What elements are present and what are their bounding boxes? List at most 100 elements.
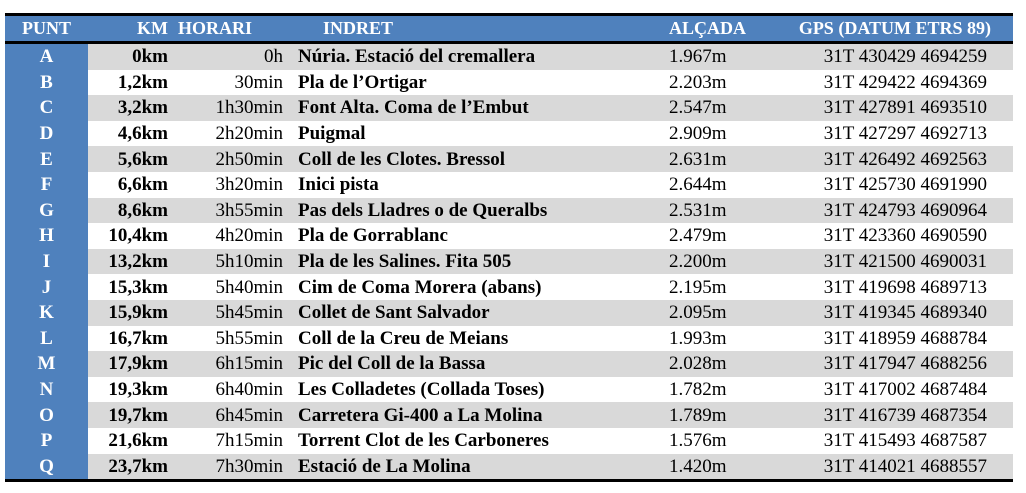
time: 30min xyxy=(234,71,283,93)
time: 5h55min xyxy=(215,327,283,349)
table-row: D 4,6km 2h20min Puigmal 2.909m 31T 427297 469… xyxy=(5,120,1013,147)
time: 2h20min xyxy=(215,123,283,145)
place-name: Les Colladetes (Collada Toses) xyxy=(298,379,545,401)
gps-coordinates: 31T 424793 4690964 xyxy=(763,197,1013,224)
gps-coordinates: 31T 423360 4690590 xyxy=(823,225,987,247)
point-letter: I xyxy=(5,248,88,275)
point-letter: O xyxy=(5,402,88,428)
distance: 23,7km xyxy=(88,453,172,481)
place-name: Carretera Gi-400 a La Molina xyxy=(289,402,661,428)
place-name: Font Alta. Coma de l’Embut xyxy=(289,95,661,121)
altitude: 1.967m xyxy=(661,42,763,70)
altitude: 1.576m xyxy=(669,430,727,452)
distance: 15,3km xyxy=(108,276,168,298)
time: 4h20min xyxy=(215,225,283,247)
distance: 13,2km xyxy=(88,248,172,275)
time: 1h30min xyxy=(172,95,289,121)
distance: 8,6km xyxy=(88,197,172,224)
table-row: O 19,7km 6h45min Carretera Gi-400 a La Moli… xyxy=(5,402,1013,428)
table-row: B 1,2km 30min Pla de l’Ortigar 2.203m 31T 429… xyxy=(5,69,1013,96)
place-name: Estació de La Molina xyxy=(289,453,661,481)
gps-coordinates: 31T 427891 4693510 xyxy=(763,95,1013,121)
point-letter: B xyxy=(5,69,88,96)
place-name: Núria. Estació del cremallera xyxy=(289,42,661,70)
gps-coordinates: 31T 414021 4688557 xyxy=(763,453,1013,481)
header-horari: HORARI xyxy=(172,14,289,44)
altitude: 2.195m xyxy=(669,276,727,298)
gps-coordinates: 31T 416739 4687354 xyxy=(763,402,1013,428)
time: 5h45min xyxy=(172,299,289,326)
point-letter: N xyxy=(5,376,88,403)
altitude: 2.909m xyxy=(669,123,727,145)
distance: 19,7km xyxy=(88,402,172,428)
time: 7h15min xyxy=(215,430,283,452)
gps-coordinates: 31T 421500 4690031 xyxy=(763,248,1013,275)
point-letter: M xyxy=(5,351,88,377)
distance: 6,6km xyxy=(117,174,168,196)
gps-coordinates: 31T 425730 4691990 xyxy=(823,174,987,196)
gps-coordinates: 31T 418959 4688784 xyxy=(823,327,987,349)
gps-coordinates: 31T 429422 4694369 xyxy=(823,71,987,93)
point-letter: E xyxy=(5,146,88,172)
distance: 10,4km xyxy=(108,225,168,247)
distance: 15,9km xyxy=(88,299,172,326)
altitude: 2.200m xyxy=(661,248,763,275)
point-letter: P xyxy=(5,427,88,454)
gps-coordinates: 31T 419345 4689340 xyxy=(763,299,1013,326)
distance: 16,7km xyxy=(108,327,168,349)
table-row: I 13,2km 5h10min Pla de les Salines. Fita 5… xyxy=(5,248,1013,275)
distance: 5,6km xyxy=(88,146,172,172)
table-row: L 16,7km 5h55min Coll de la Creu de Meians 1… xyxy=(5,325,1013,352)
distance: 17,9km xyxy=(88,351,172,377)
table-row: K 15,9km 5h45min Collet de Sant Salvador 2.0… xyxy=(5,299,1013,326)
place-name: Pic del Coll de la Bassa xyxy=(289,351,661,377)
distance: 4,6km xyxy=(117,123,168,145)
point-letter: Q xyxy=(5,453,88,481)
point-letter: G xyxy=(5,197,88,224)
time: 2h50min xyxy=(172,146,289,172)
gps-coordinates: 31T 430429 4694259 xyxy=(763,42,1013,70)
point-letter: D xyxy=(5,120,88,147)
table-row: M 17,9km 6h15min Pic del Coll de la Bassa 2.… xyxy=(5,351,1013,377)
place-name: Pla de Gorrablanc xyxy=(298,225,448,247)
altitude: 2.531m xyxy=(661,197,763,224)
altitude: 2.644m xyxy=(669,174,727,196)
table-row: J 15,3km 5h40min Cim de Coma Morera (abans)… xyxy=(5,274,1013,300)
altitude: 2.631m xyxy=(661,146,763,172)
altitude: 2.547m xyxy=(661,95,763,121)
header-punt: PUNT xyxy=(5,14,88,44)
place-name: Coll de la Creu de Meians xyxy=(298,327,509,349)
header-indret: INDRET xyxy=(289,14,661,44)
time: 0h xyxy=(172,42,289,70)
gps-coordinates: 31T 417002 4687484 xyxy=(823,379,987,401)
time: 3h55min xyxy=(172,197,289,224)
altitude: 1.789m xyxy=(661,402,763,428)
gps-coordinates: 31T 419698 4689713 xyxy=(823,276,987,298)
table-row: A 0km 0h Núria. Estació del cremallera 1.967… xyxy=(5,42,1013,70)
gps-coordinates: 31T 427297 4692713 xyxy=(823,123,987,145)
place-name: Pla de l’Ortigar xyxy=(298,71,427,93)
time: 7h30min xyxy=(172,453,289,481)
point-letter: A xyxy=(5,42,88,70)
distance: 21,6km xyxy=(108,430,168,452)
time: 5h10min xyxy=(172,248,289,275)
distance: 3,2km xyxy=(88,95,172,121)
distance: 19,3km xyxy=(108,379,168,401)
place-name: Inici pista xyxy=(298,174,379,196)
time: 6h40min xyxy=(215,379,283,401)
header-km: KM xyxy=(88,14,172,44)
altitude: 1.420m xyxy=(661,453,763,481)
table-row: E 5,6km 2h50min Coll de les Clotes. Bressol… xyxy=(5,146,1013,172)
header-row: PUNT KM HORARI INDRET ALÇADA GPS (DATUM … xyxy=(5,14,1013,44)
altitude: 1.993m xyxy=(669,327,727,349)
time: 6h45min xyxy=(172,402,289,428)
point-letter: K xyxy=(5,299,88,326)
time: 5h40min xyxy=(215,276,283,298)
place-name: Pla de les Salines. Fita 505 xyxy=(289,248,661,275)
table-row: Q 23,7km 7h30min Estació de La Molina 1.420m… xyxy=(5,453,1013,481)
distance: 1,2km xyxy=(117,71,168,93)
place-name: Torrent Clot de les Carboneres xyxy=(298,430,549,452)
altitude: 2.095m xyxy=(661,299,763,326)
header-alcada: ALÇADA xyxy=(661,14,763,44)
place-name: Pas dels Lladres o de Queralbs xyxy=(289,197,661,224)
